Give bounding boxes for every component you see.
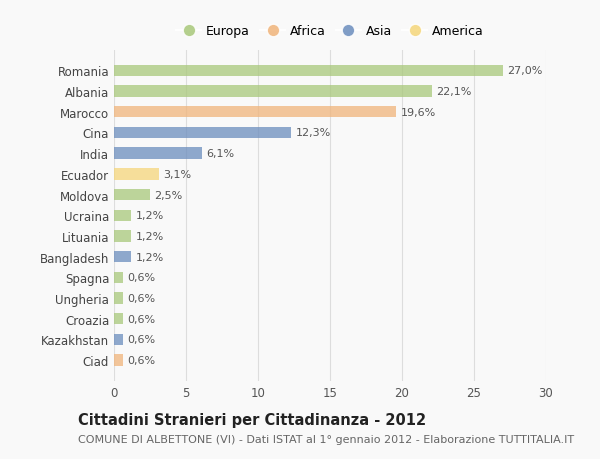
Text: 22,1%: 22,1% <box>437 87 472 97</box>
Text: 0,6%: 0,6% <box>127 314 155 324</box>
Text: 6,1%: 6,1% <box>206 149 234 159</box>
Bar <box>114 66 503 77</box>
Text: 0,6%: 0,6% <box>127 273 155 283</box>
Bar <box>114 252 131 263</box>
Bar <box>114 293 122 304</box>
Text: 2,5%: 2,5% <box>154 190 182 200</box>
Bar <box>114 210 131 221</box>
Bar <box>114 86 432 97</box>
Text: Cittadini Stranieri per Cittadinanza - 2012: Cittadini Stranieri per Cittadinanza - 2… <box>78 413 426 428</box>
Text: 0,6%: 0,6% <box>127 335 155 345</box>
Bar <box>114 169 158 180</box>
Bar <box>114 355 122 366</box>
Text: 19,6%: 19,6% <box>401 107 436 118</box>
Bar <box>114 148 202 159</box>
Bar <box>114 231 131 242</box>
Bar <box>114 107 396 118</box>
Text: 3,1%: 3,1% <box>163 169 191 179</box>
Bar <box>114 334 122 345</box>
Bar <box>114 272 122 283</box>
Text: 1,2%: 1,2% <box>136 211 164 221</box>
Text: 0,6%: 0,6% <box>127 293 155 303</box>
Text: 1,2%: 1,2% <box>136 252 164 262</box>
Bar <box>114 190 150 201</box>
Legend: Europa, Africa, Asia, America: Europa, Africa, Asia, America <box>171 20 489 43</box>
Text: 1,2%: 1,2% <box>136 231 164 241</box>
Text: COMUNE DI ALBETTONE (VI) - Dati ISTAT al 1° gennaio 2012 - Elaborazione TUTTITAL: COMUNE DI ALBETTONE (VI) - Dati ISTAT al… <box>78 434 574 443</box>
Text: 0,6%: 0,6% <box>127 355 155 365</box>
Text: 27,0%: 27,0% <box>507 66 542 76</box>
Bar <box>114 313 122 325</box>
Bar <box>114 128 291 139</box>
Text: 12,3%: 12,3% <box>295 128 331 138</box>
